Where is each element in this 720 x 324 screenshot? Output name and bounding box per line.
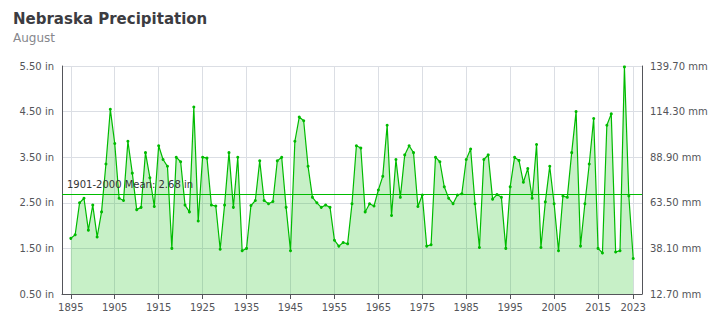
svg-text:1995: 1995	[497, 302, 522, 313]
svg-text:1955: 1955	[322, 302, 347, 313]
svg-text:88.90 mm: 88.90 mm	[650, 152, 701, 163]
svg-text:3.50 in: 3.50 in	[19, 152, 54, 163]
svg-text:2023: 2023	[620, 302, 645, 313]
svg-text:1905: 1905	[102, 302, 127, 313]
svg-text:114.30 mm: 114.30 mm	[650, 106, 708, 117]
svg-text:5.50 in: 5.50 in	[19, 61, 54, 72]
svg-text:1901-2000 Mean: 2.68 in: 1901-2000 Mean: 2.68 in	[67, 179, 193, 190]
svg-text:2005: 2005	[541, 302, 566, 313]
svg-text:1975: 1975	[410, 302, 435, 313]
svg-text:63.50 mm: 63.50 mm	[650, 197, 701, 208]
svg-text:2015: 2015	[585, 302, 610, 313]
svg-text:38.10 mm: 38.10 mm	[650, 243, 701, 254]
svg-text:1915: 1915	[146, 302, 171, 313]
svg-text:1985: 1985	[454, 302, 479, 313]
svg-text:1925: 1925	[190, 302, 215, 313]
svg-text:12.70 mm: 12.70 mm	[650, 289, 701, 300]
svg-text:August: August	[13, 31, 55, 45]
svg-text:1965: 1965	[366, 302, 391, 313]
svg-text:2.50 in: 2.50 in	[19, 197, 54, 208]
svg-text:1945: 1945	[278, 302, 303, 313]
svg-text:4.50 in: 4.50 in	[19, 106, 54, 117]
svg-text:1.50 in: 1.50 in	[19, 243, 54, 254]
svg-text:Nebraska Precipitation: Nebraska Precipitation	[13, 10, 207, 28]
svg-text:0.50 in: 0.50 in	[19, 289, 54, 300]
svg-text:1895: 1895	[58, 302, 83, 313]
svg-text:1935: 1935	[234, 302, 259, 313]
svg-text:139.70 mm: 139.70 mm	[650, 61, 708, 72]
